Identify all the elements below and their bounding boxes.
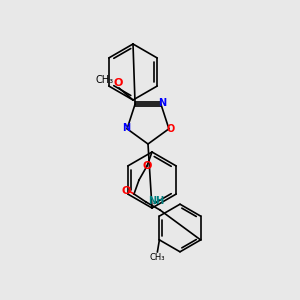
Text: O: O	[121, 186, 131, 196]
Text: O: O	[167, 124, 175, 134]
Text: N: N	[158, 98, 166, 108]
Text: CH₃: CH₃	[96, 75, 114, 85]
Text: N: N	[122, 123, 130, 133]
Text: NH: NH	[148, 196, 164, 206]
Text: O: O	[142, 161, 152, 171]
Text: O: O	[113, 78, 123, 88]
Text: CH₃: CH₃	[150, 254, 165, 262]
